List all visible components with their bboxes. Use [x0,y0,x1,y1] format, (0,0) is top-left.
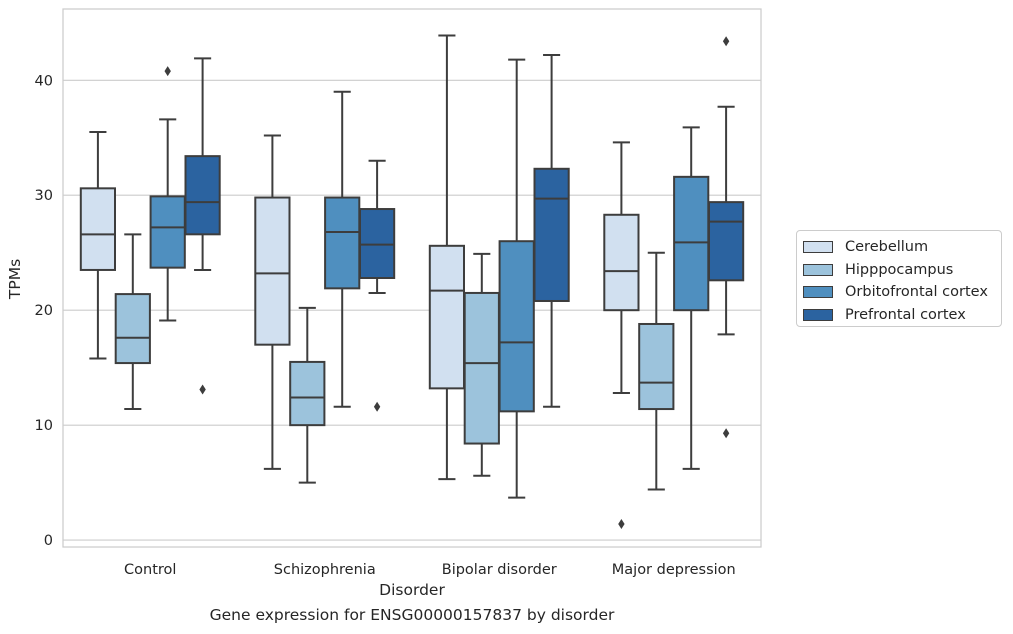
box-0-2 [428,34,466,481]
legend-swatch [803,241,833,254]
box-1-3 [638,251,675,491]
x-tick-label-1: Schizophrenia [274,562,376,578]
y-axis-label: TPMs [6,259,24,300]
x-axis-label: Disorder [379,581,445,599]
plot-area [62,8,762,548]
legend-label: Hipppocampus [845,261,954,278]
x-tick-label-3: Major depression [612,562,736,578]
y-tick-label-20: 20 [35,303,53,319]
gridlines [63,79,761,541]
legend-label: Cerebellum [845,239,929,256]
box-body [79,187,117,271]
legend-item-0: Cerebellum [803,236,1001,259]
box-body [254,196,291,346]
legend-swatch [803,308,833,321]
box-body [498,240,535,413]
box-body [184,155,221,236]
y-tick-label-10: 10 [35,418,53,434]
outlier-point [373,401,381,412]
box-3-3 [707,36,745,439]
box-body [707,201,745,282]
legend-item-2: Orbitofrontal cortex [803,281,1001,304]
box-3-0 [184,57,221,395]
box-0-0 [79,131,117,360]
outlier-point [722,36,730,47]
box-body [114,293,151,365]
box-body [673,175,710,312]
y-tick-label-40: 40 [35,73,53,89]
box-2-3 [673,126,710,470]
legend-label: Orbitofrontal cortex [845,284,988,301]
box-body [358,208,396,279]
legend-label: Prefrontal cortex [845,306,966,323]
box-0-3 [603,141,640,530]
box-3-1 [358,159,396,412]
box-body [638,322,675,411]
y-tick-label-0: 0 [44,533,53,549]
box-2-0 [149,66,186,322]
legend-item-1: Hipppocampus [803,259,1001,282]
outlier-point [199,384,206,395]
x-tick-label-2: Bipolar disorder [442,562,557,578]
legend-swatch [803,263,833,276]
box-body [428,244,466,390]
box-body [463,291,500,445]
box-0-1 [254,134,291,470]
outlier-point [618,519,625,530]
box-body [603,213,640,312]
x-tick-label-0: Control [124,562,176,578]
box-body [149,195,186,269]
chart-caption: Gene expression for ENSG00000157837 by d… [209,606,615,624]
legend: Cerebellum Hipppocampus Orbitofrontal cort… [796,230,1002,327]
y-tick-labels: 0 10 20 30 40 [35,73,53,549]
box-3-2 [533,53,570,408]
box-body [533,167,570,302]
box-1-1 [289,306,326,484]
box-1-0 [114,233,151,411]
x-tick-labels: Control Schizophrenia Bipolar disorder Majo… [124,562,736,578]
outlier-point [722,428,730,439]
box-body [289,360,326,427]
box-series [79,34,745,530]
outlier-point [164,66,171,77]
box-2-2 [498,58,535,499]
box-body [324,196,361,290]
legend-item-3: Prefrontal cortex [803,304,1001,327]
y-tick-label-30: 30 [35,188,53,204]
legend-swatch [803,286,833,299]
